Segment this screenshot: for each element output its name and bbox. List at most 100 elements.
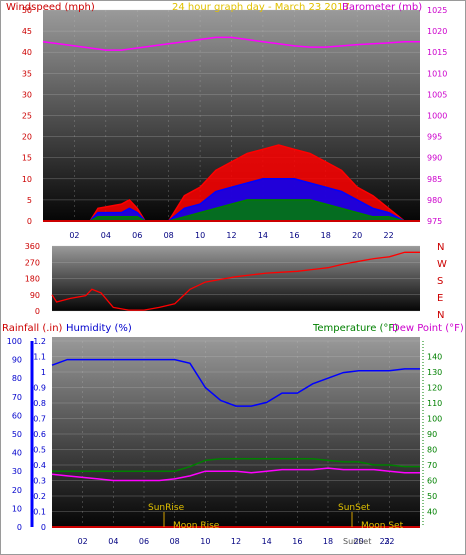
right-tick-label: 975 bbox=[427, 217, 442, 226]
temperature-tick-label: 90 bbox=[427, 430, 437, 439]
temperature-tick-label: 100 bbox=[427, 415, 442, 424]
left-tick-label: 25 bbox=[22, 112, 32, 121]
x-tick-label: 06 bbox=[132, 231, 142, 240]
rainfall-tick-label: 1.1 bbox=[33, 353, 46, 362]
temperature-tick-label: 80 bbox=[427, 446, 437, 455]
right-tick-label: 985 bbox=[427, 175, 442, 184]
rainfall-tick-label: 0.7 bbox=[33, 415, 46, 424]
temperature-ticks: 0 0.1 0.2 0.3 0.4 0.5 0.6 0.7 0.8 0.9 1 1.1 1.2 0 10 20… bbox=[7, 337, 443, 546]
right-tick-label: 980 bbox=[427, 196, 442, 205]
x-tick-label: 18 bbox=[321, 231, 331, 240]
compass-label: S bbox=[437, 276, 443, 287]
windspeed-series bbox=[42, 36, 420, 222]
humidity-tick-label: 90 bbox=[12, 356, 22, 365]
direction-line bbox=[51, 251, 420, 311]
humidity-tick-label: 0 bbox=[17, 523, 22, 532]
left-tick-label: 10 bbox=[22, 175, 32, 184]
rainfall-tick-label: 1 bbox=[41, 368, 46, 377]
series-line bbox=[51, 467, 420, 482]
windspeed-grid bbox=[43, 9, 420, 222]
series-area bbox=[43, 199, 405, 221]
rainfall-tick-label: 1.2 bbox=[33, 337, 46, 346]
compass-label: N bbox=[437, 310, 444, 321]
rainfall-tick-label: 0.6 bbox=[33, 430, 46, 439]
x-tick-label: 14 bbox=[258, 231, 268, 240]
x-tick-label: 18 bbox=[323, 537, 333, 546]
rainfall-tick-label: 0.2 bbox=[33, 492, 46, 501]
rainfall-tick-label: 0.5 bbox=[33, 446, 46, 455]
x-tick-label: 23 bbox=[380, 537, 390, 546]
compass-label: E bbox=[437, 293, 443, 304]
temperature-axis-label: Temperature (°F) bbox=[312, 323, 398, 334]
moonset-annotation: Moon Set bbox=[361, 521, 404, 531]
humidity-axis-label: Humidity (%) bbox=[66, 323, 132, 334]
series-line bbox=[43, 144, 405, 222]
rainfall-tick-label: 0.9 bbox=[33, 384, 46, 393]
rainfall-tick-label: 0.8 bbox=[33, 399, 46, 408]
left-tick-label: 30 bbox=[22, 90, 32, 99]
right-tick-label: 1010 bbox=[427, 69, 447, 78]
x-tick-label: 22 bbox=[384, 537, 394, 546]
x-tick-label: 20 bbox=[352, 231, 362, 240]
x-tick-label: 06 bbox=[139, 537, 149, 546]
left-tick-label: 50 bbox=[22, 6, 32, 15]
rainfall-axis-label: Rainfall (.in) bbox=[2, 323, 63, 334]
left-tick-label: 0 bbox=[27, 217, 32, 226]
astronomy-annotations: SunRise Moon Rise SunSet Moon Set SunSet bbox=[148, 503, 404, 546]
temperature-tick-label: 40 bbox=[427, 508, 437, 517]
left-tick-label: 35 bbox=[22, 69, 32, 78]
series-line bbox=[52, 458, 420, 472]
chart-title: 24 hour graph day - March 23 2017 bbox=[172, 2, 350, 13]
series-line bbox=[43, 178, 405, 222]
temperature-tick-label: 60 bbox=[427, 477, 437, 486]
direction-tick-label: 90 bbox=[30, 291, 40, 300]
humidity-tick-label: 30 bbox=[12, 467, 22, 476]
x-tick-label: 02 bbox=[69, 231, 79, 240]
left-tick-label: 40 bbox=[22, 48, 32, 57]
left-tick-label: 5 bbox=[27, 196, 32, 205]
x-tick-label: 02 bbox=[78, 537, 88, 546]
humidity-tick-label: 70 bbox=[12, 393, 22, 402]
direction-tick-label: 0 bbox=[35, 307, 40, 316]
rainfall-tick-label: 0.3 bbox=[33, 477, 46, 486]
x-tick-label: 16 bbox=[292, 537, 302, 546]
left-tick-label: 15 bbox=[22, 154, 32, 163]
moonrise-annotation: Moon Rise bbox=[173, 521, 220, 531]
humidity-tick-label: 80 bbox=[12, 374, 22, 383]
right-tick-label: 1020 bbox=[427, 27, 447, 36]
direction-tick-label: 360 bbox=[25, 242, 40, 251]
left-tick-label: 20 bbox=[22, 133, 32, 142]
dewpoint-axis-label: Dew Point (°F) bbox=[392, 323, 464, 334]
temperature-tick-label: 50 bbox=[427, 492, 437, 501]
series-line bbox=[43, 199, 405, 222]
humidity-tick-label: 60 bbox=[12, 411, 22, 420]
rainfall-tick-label: 0.1 bbox=[33, 508, 46, 517]
wind-direction-grid bbox=[52, 245, 420, 312]
x-tick-label: 04 bbox=[101, 231, 111, 240]
x-tick-label: 10 bbox=[195, 231, 205, 240]
x-tick-label: 12 bbox=[226, 231, 236, 240]
wind-direction-series bbox=[51, 251, 420, 311]
x-tick-label: 20 bbox=[354, 537, 364, 546]
left-tick-label: 45 bbox=[22, 27, 32, 36]
x-tick-label: 12 bbox=[231, 537, 241, 546]
temperature-tick-label: 70 bbox=[427, 461, 437, 470]
series-line bbox=[51, 358, 420, 407]
humidity-tick-label: 40 bbox=[12, 449, 22, 458]
humidity-tick-label: 100 bbox=[7, 337, 22, 346]
x-tick-label: 22 bbox=[383, 231, 393, 240]
sunset-annotation: SunSet bbox=[338, 503, 370, 513]
temperature-tick-label: 110 bbox=[427, 399, 442, 408]
x-tick-label: 08 bbox=[170, 537, 180, 546]
x-tick-label: 10 bbox=[200, 537, 210, 546]
x-tick-label: 08 bbox=[164, 231, 174, 240]
wind-direction-ticks: 0 90 180 270 360 bbox=[25, 242, 40, 316]
x-tick-label: 04 bbox=[108, 537, 118, 546]
right-tick-label: 995 bbox=[427, 133, 442, 142]
humidity-tick-label: 20 bbox=[12, 486, 22, 495]
right-tick-label: 1000 bbox=[427, 112, 447, 121]
humidity-tick-label: 10 bbox=[12, 504, 22, 513]
direction-tick-label: 180 bbox=[25, 275, 40, 284]
right-tick-label: 990 bbox=[427, 154, 442, 163]
